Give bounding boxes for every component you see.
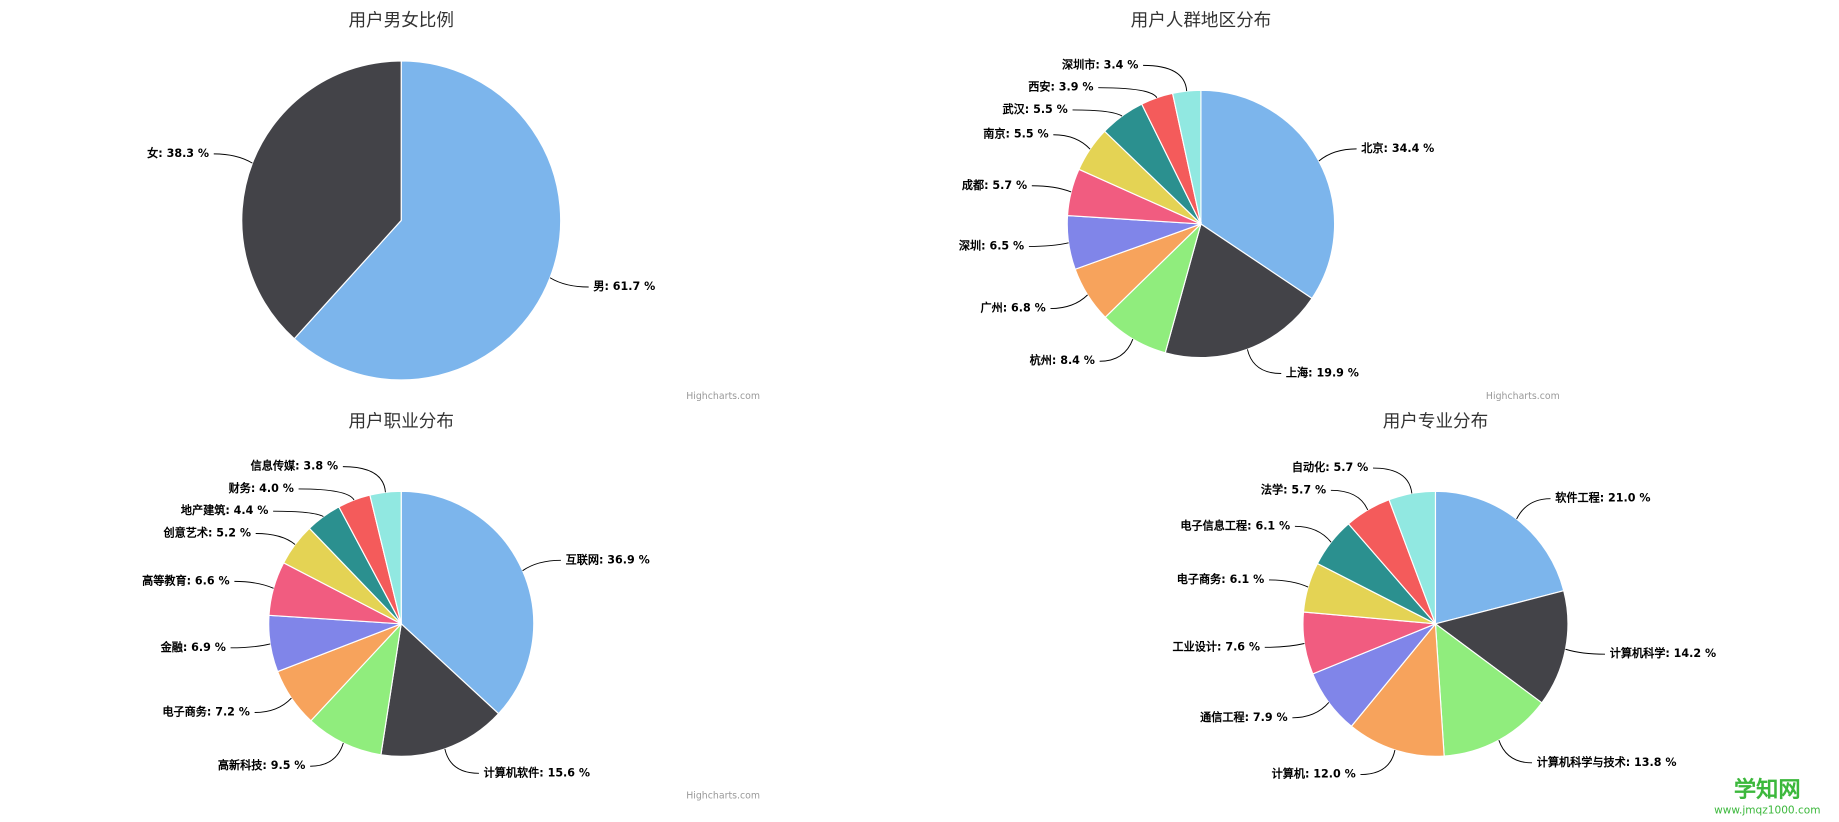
label-connector: [1360, 749, 1396, 776]
label-connector: [1269, 579, 1309, 588]
pie-chart: 用户人群地区分布Highcharts.com北京上海杭州广州深圳成都南京武汉西安…: [959, 11, 1560, 402]
data-label: 高新科技: 9.5 %: [218, 758, 306, 772]
data-label: 计算机: 12.0 %: [1272, 767, 1356, 781]
credits: Highcharts.com: [686, 391, 760, 402]
data-label: 深圳市: 3.4 %: [1062, 57, 1138, 71]
label-connector: [1050, 294, 1088, 310]
pie-chart: 用户男女比例 Highcharts.com 男女男: 61.7 % 女: 38.3 %: [147, 11, 760, 402]
data-label: 计算机软件: 15.6 %: [484, 765, 590, 779]
data-label: 互联网: 36.9 %: [566, 552, 650, 566]
pie-slice: 女: [241, 60, 402, 340]
data-label: 电子商务: 6.1 %: [1177, 572, 1265, 586]
pie-chart: 用户专业分布软件工程计算机科学计算机科学与技术计算机通信工程工业设计电子商务电子…: [1173, 412, 1717, 780]
pie-slice: 男: [293, 60, 562, 381]
label-connector: [230, 643, 271, 649]
data-label: 西安: 3.9 %: [1028, 80, 1093, 94]
label-connector: [298, 488, 355, 501]
chart-title: 用户男女比例: [348, 11, 453, 31]
label-connector: [1292, 702, 1330, 719]
data-label: 北京: 34.4 %: [1361, 141, 1434, 155]
data-label: 女: 38.3 %: [147, 146, 209, 160]
label-connector: [1318, 148, 1357, 162]
label-connector: [213, 153, 253, 164]
data-label: 软件工程: 21.0 %: [1555, 491, 1650, 505]
data-label: 广州: 6.8 %: [980, 301, 1045, 315]
data-label: 上海: 19.9 %: [1286, 365, 1359, 379]
data-label: 武汉: 5.5 %: [1003, 102, 1068, 116]
label-connector: [255, 533, 296, 545]
label-connector: [1330, 489, 1369, 511]
data-label: 法学: 5.7 %: [1261, 482, 1326, 496]
label-connector: [1372, 467, 1413, 494]
pie-slice: 计算机: [1350, 622, 1445, 757]
label-connector: [234, 580, 274, 589]
credits: Highcharts.com: [686, 791, 760, 802]
label-connector: [522, 559, 561, 572]
data-label: 财务: 4.0 %: [228, 481, 294, 495]
data-label: 信息传媒: 3.8 %: [251, 459, 339, 473]
data-label: 杭州: 8.4 %: [1030, 353, 1095, 367]
label-connector: [1565, 648, 1606, 655]
label-connector: [1498, 740, 1533, 764]
pie-slice: 软件工程: [1434, 490, 1565, 625]
label-connector: [1264, 643, 1305, 648]
label-connector: [342, 466, 386, 493]
data-label: 成都: 5.7 %: [962, 178, 1027, 192]
data-label: 计算机科学: 14.2 %: [1610, 646, 1716, 660]
pie-slice: 高新科技: [310, 622, 403, 756]
label-connector: [1053, 134, 1091, 150]
pie-slice: 自动化: [1388, 490, 1437, 625]
data-label: 南京: 5.5 %: [983, 127, 1048, 141]
label-connector: [273, 510, 324, 518]
label-connector: [549, 277, 589, 288]
data-label: 自动化: 5.7 %: [1292, 460, 1368, 474]
chart-title: 用户职业分布: [348, 412, 453, 432]
label-connector: [1294, 525, 1332, 543]
pie-chart: 用户职业分布Highcharts.com互联网计算机软件高新科技电子商务金融高等…: [142, 412, 760, 802]
label-connector: [1099, 338, 1134, 362]
label-connector: [1143, 64, 1188, 92]
data-label: 创意艺术: 5.2 %: [162, 525, 251, 539]
label-connector: [1246, 349, 1282, 374]
watermark-title: 学知网: [1734, 776, 1801, 803]
data-label: 深圳: 6.5 %: [959, 238, 1024, 252]
data-label: 高等教育: 6.6 %: [142, 573, 230, 587]
label-connector: [254, 697, 292, 713]
data-label: 金融: 6.9 %: [160, 640, 226, 654]
label-connector: [1516, 498, 1551, 520]
data-label: 工业设计: 7.6 %: [1173, 639, 1261, 653]
label-connector: [444, 748, 479, 774]
label-connector: [1072, 109, 1123, 117]
data-label: 男: 61.7 %: [593, 280, 655, 293]
label-connector: [1098, 87, 1158, 99]
data-label: 通信工程: 7.9 %: [1200, 710, 1288, 724]
chart-title: 用户人群地区分布: [1131, 11, 1272, 31]
credits: Highcharts.com: [1486, 391, 1560, 402]
data-label: 电子信息工程: 6.1 %: [1180, 518, 1290, 532]
data-label: 电子商务: 7.2 %: [162, 705, 250, 719]
label-connector: [310, 742, 344, 767]
chart-title: 用户专业分布: [1383, 412, 1488, 432]
pie-slice: 计算机科学: [1434, 589, 1569, 704]
data-label: 计算机科学与技术: 13.8 %: [1537, 755, 1677, 769]
label-connector: [1028, 242, 1069, 247]
data-label: 地产建筑: 4.4 %: [181, 503, 269, 517]
watermark-url: www.jmqz1000.com: [1714, 804, 1820, 816]
label-connector: [1031, 185, 1072, 193]
